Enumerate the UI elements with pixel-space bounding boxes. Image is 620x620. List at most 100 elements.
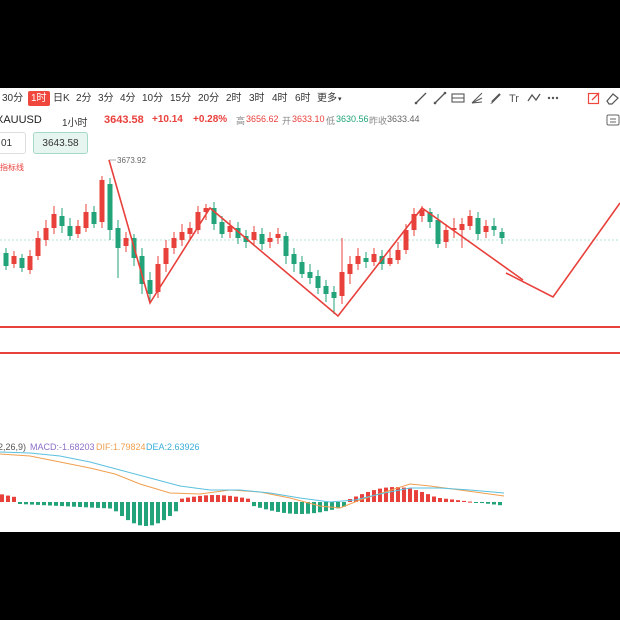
candle <box>275 234 281 238</box>
timeframe-tab[interactable]: 1时 <box>28 91 50 106</box>
candle <box>403 230 409 250</box>
candle <box>179 232 185 240</box>
candle <box>491 226 497 230</box>
candle <box>195 212 201 230</box>
macd-bar <box>150 502 154 526</box>
ray-tool-icon[interactable] <box>432 90 448 106</box>
timeframe-tab[interactable]: 3分 <box>98 93 114 104</box>
macd-bar <box>6 495 10 502</box>
timeframe-tab[interactable]: 30分 <box>2 93 24 104</box>
macd-bar <box>24 502 28 505</box>
wave-tool-icon[interactable] <box>526 90 542 106</box>
candle <box>235 228 241 238</box>
line-tool-icon[interactable] <box>413 90 429 106</box>
macd-bar <box>48 502 52 506</box>
macd-bar <box>120 502 124 517</box>
candle <box>339 272 345 296</box>
macd-bar <box>426 494 430 502</box>
candle <box>435 220 441 244</box>
timeframe-tab[interactable]: 6时 <box>295 93 311 104</box>
macd-bar <box>450 499 454 502</box>
candle <box>499 232 505 238</box>
high-label: 高 <box>236 116 246 126</box>
timeframe-tab[interactable]: 更多 <box>317 91 342 106</box>
candle <box>147 280 153 294</box>
candle <box>67 226 73 236</box>
parallel-channel-icon[interactable] <box>450 90 466 106</box>
quote-bar: XAUUSD 1小时 3643.58 +10.14 +0.28% 高 3656.… <box>0 110 620 130</box>
more-tools-icon[interactable] <box>545 90 561 106</box>
macd-bar <box>468 501 472 503</box>
macd-bar <box>318 502 322 513</box>
timeframe-tab[interactable]: 15分 <box>170 93 192 104</box>
macd-bar <box>378 488 382 502</box>
candle <box>187 228 193 234</box>
candle <box>219 222 225 234</box>
macd-bar <box>408 488 412 502</box>
candle <box>363 258 369 262</box>
macd-bar <box>396 487 400 502</box>
macd-bar <box>210 495 214 502</box>
candlestick-chart[interactable]: 3673.92 <box>0 88 620 532</box>
candle <box>11 256 17 264</box>
macd-params: 2,26,9) <box>0 442 27 452</box>
macd-bar <box>432 496 436 502</box>
period-selector[interactable]: 1小时 <box>62 118 88 129</box>
macd-bar <box>384 487 388 502</box>
timeframe-tab[interactable]: 3时 <box>249 93 265 104</box>
macd-bar <box>462 500 466 502</box>
dea-line <box>0 451 505 503</box>
macd-bar <box>156 502 160 524</box>
brush-tool-icon[interactable] <box>488 90 504 106</box>
text-tool-icon[interactable]: Tr <box>507 90 523 106</box>
macd-bar <box>180 498 184 502</box>
macd-bar <box>258 502 262 508</box>
last-price: 3643.58 <box>104 114 144 126</box>
timeframe-tab[interactable]: 10分 <box>142 93 164 104</box>
macd-bar <box>342 502 346 507</box>
macd-bar <box>132 502 136 524</box>
macd-bar <box>204 495 208 502</box>
price-input[interactable]: 3643.58 <box>33 132 88 154</box>
candle <box>451 228 457 230</box>
settings-icon[interactable] <box>605 112 620 128</box>
timeframe-tab[interactable]: 日K <box>53 93 70 104</box>
candle <box>51 214 57 228</box>
projection-line <box>505 202 620 299</box>
candle <box>171 238 177 248</box>
candle <box>459 224 465 230</box>
candle <box>83 212 89 228</box>
timeframe-tab[interactable]: 4分 <box>120 93 136 104</box>
candle <box>419 210 425 216</box>
candle <box>411 214 417 230</box>
edit-icon[interactable] <box>586 90 602 106</box>
macd-bar <box>282 502 286 513</box>
dea-value: DEA:2.63926 <box>146 442 200 452</box>
macd-bar <box>114 502 118 512</box>
candle <box>59 216 65 226</box>
dif-value: DIF:1.79824 <box>96 442 146 452</box>
timeframe-tab[interactable]: 4时 <box>272 93 288 104</box>
timeframe-tab[interactable]: 20分 <box>198 93 220 104</box>
symbol-label[interactable]: XAUUSD <box>0 114 42 126</box>
timeframe-tab[interactable]: 2分 <box>76 93 92 104</box>
eraser-icon[interactable] <box>604 90 620 106</box>
candle <box>227 226 233 232</box>
macd-bar <box>246 498 250 502</box>
macd-value: MACD:-1.68203 <box>30 442 95 452</box>
left-value-field[interactable]: 01 <box>0 132 26 154</box>
macd-bar <box>216 495 220 502</box>
candle <box>371 254 377 262</box>
macd-bar <box>84 502 88 508</box>
candle <box>323 286 329 294</box>
macd-bar <box>252 502 256 507</box>
macd-bar <box>144 502 148 526</box>
timeframe-tab[interactable]: 2时 <box>226 93 242 104</box>
macd-bar <box>78 502 82 507</box>
macd-bar <box>336 502 340 509</box>
candle <box>123 238 129 246</box>
macd-bar <box>288 502 292 514</box>
fib-tool-icon[interactable] <box>469 90 485 106</box>
macd-bar <box>228 495 232 502</box>
